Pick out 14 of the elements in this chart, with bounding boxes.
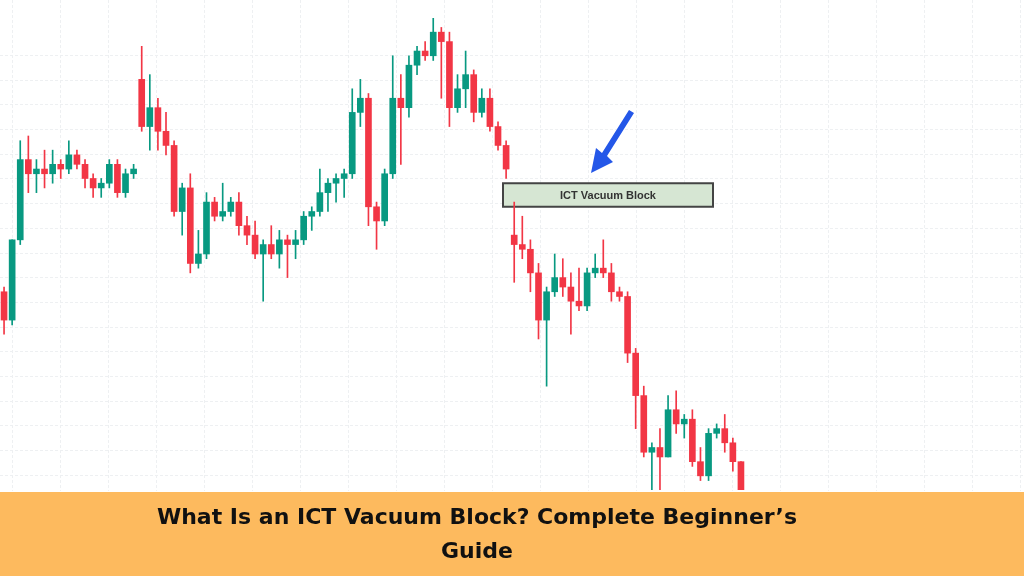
title-banner: What Is an ICT Vacuum Block? Complete Beginner’s Guide bbox=[0, 492, 1024, 576]
candlestick bbox=[559, 258, 567, 297]
candlestick bbox=[648, 442, 656, 490]
candlestick bbox=[656, 428, 664, 490]
candlestick bbox=[680, 414, 688, 439]
candlestick bbox=[340, 168, 348, 198]
candlestick bbox=[567, 272, 575, 335]
candlestick bbox=[259, 239, 267, 302]
candlestick bbox=[599, 239, 607, 278]
candlestick bbox=[332, 173, 340, 203]
candlestick bbox=[57, 159, 65, 179]
candlestick bbox=[591, 253, 599, 278]
band-label: ICT Vacuum Block bbox=[560, 189, 657, 202]
candlestick bbox=[397, 74, 405, 165]
